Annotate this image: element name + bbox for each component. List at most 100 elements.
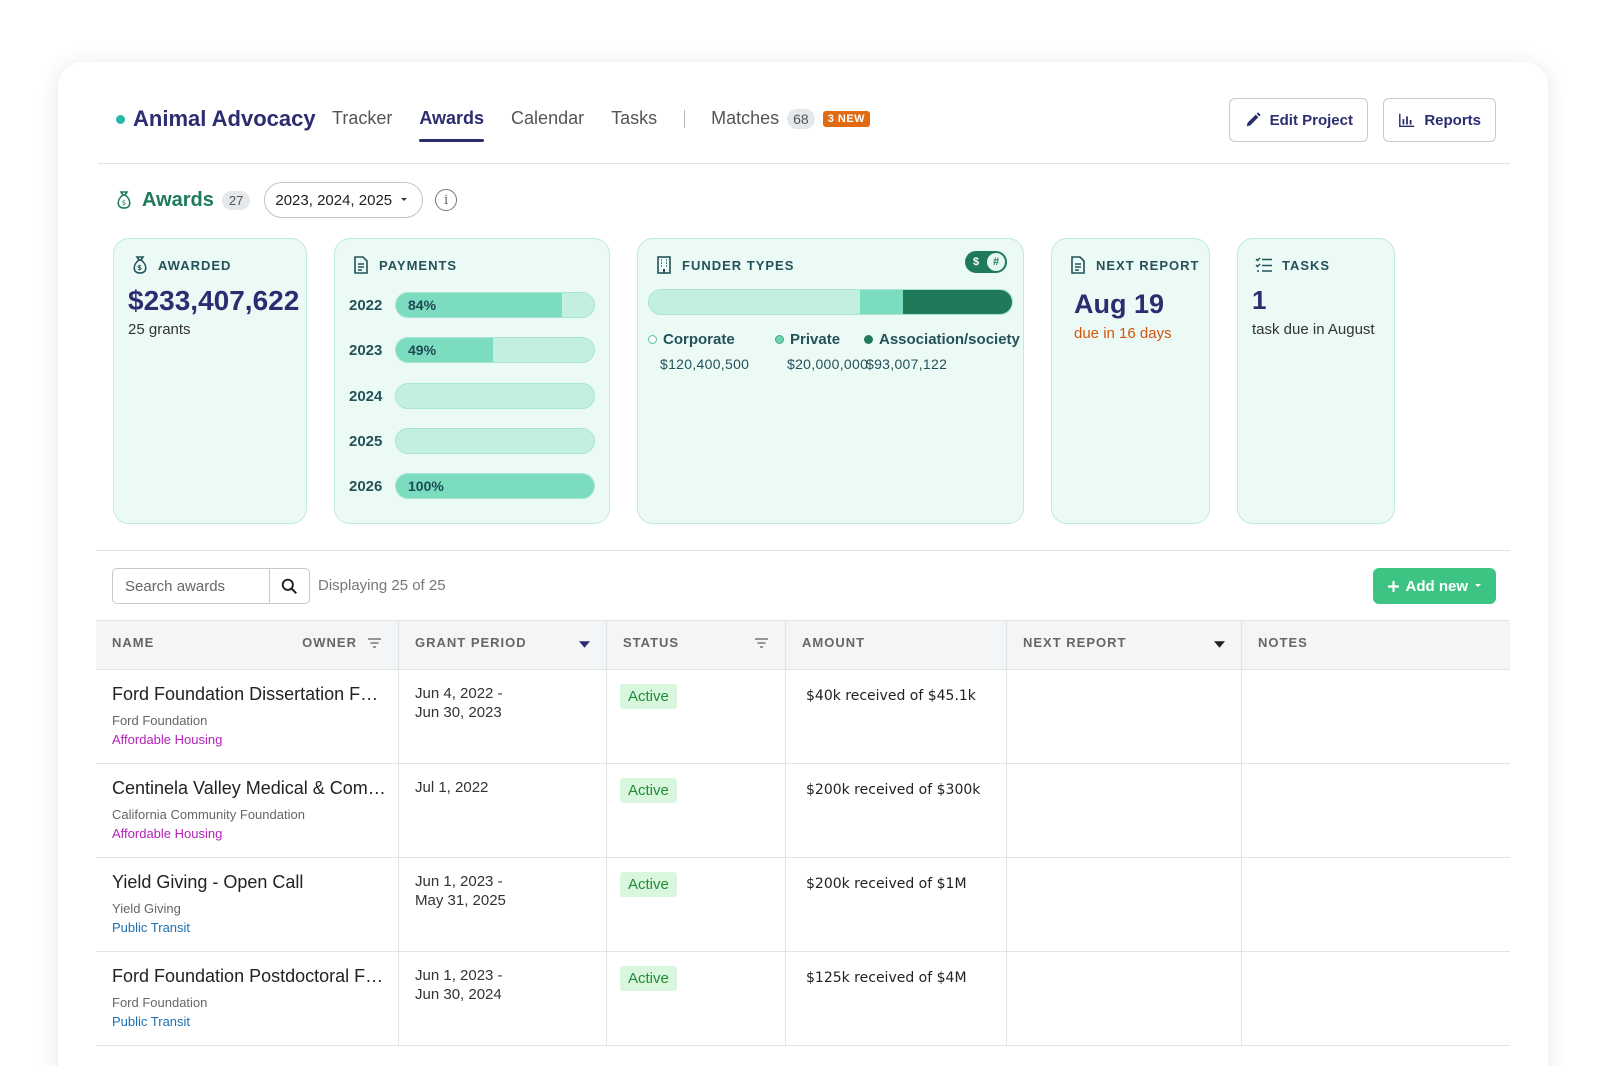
cell-grant-period: Jun 1, 2023 - Jun 30, 2024 — [399, 952, 607, 1045]
search-box — [112, 568, 310, 604]
payment-progress-fill — [396, 338, 494, 362]
toggle-amount-option[interactable]: $ — [967, 253, 985, 271]
add-new-button[interactable]: Add new — [1372, 568, 1496, 604]
cell-notes[interactable] — [1242, 670, 1510, 763]
tab-tracker[interactable]: Tracker — [332, 108, 393, 128]
legend-label: Association/society — [879, 331, 1020, 348]
legend-value: $120,400,500 — [660, 356, 750, 372]
payment-percent: 49% — [408, 342, 437, 358]
svg-text:$: $ — [137, 264, 143, 272]
toggle-count-option[interactable]: # — [987, 253, 1005, 271]
tasks-due-text: task due in August — [1252, 321, 1375, 338]
status-badge[interactable]: Active — [620, 872, 677, 897]
funder-segment-private — [859, 290, 904, 314]
search-button[interactable] — [269, 569, 309, 603]
payment-year: 2024 — [349, 387, 383, 405]
status-badge[interactable]: Active — [620, 778, 677, 803]
awards-heading: $ Awards 27 2023, 2024, 2025 i — [114, 182, 458, 218]
awards-count-badge: 27 — [221, 190, 251, 210]
legend-association: Association/society $93,007,122 — [864, 331, 1020, 372]
info-icon[interactable]: i — [435, 189, 458, 211]
period-start: Jun 1, 2023 - — [415, 967, 503, 984]
awarded-card[interactable]: $ AWARDED $233,407,622 25 grants — [113, 238, 307, 524]
legend-value: $20,000,000 — [787, 356, 869, 372]
funder-view-toggle[interactable]: $ # — [965, 251, 1007, 273]
status-filter[interactable] — [754, 637, 769, 649]
table-row[interactable]: Yield Giving - Open Call Yield Giving Pu… — [96, 858, 1510, 952]
tab-tasks[interactable]: Tasks — [611, 108, 658, 128]
project-title[interactable]: Animal Advocacy — [133, 106, 316, 131]
cell-status: Active — [607, 858, 786, 951]
legend-dot — [648, 335, 657, 344]
tasks-card[interactable]: TASKS 1 task due in August — [1237, 238, 1395, 524]
award-tag[interactable]: Public Transit — [112, 1014, 191, 1029]
table-row[interactable]: Centinela Valley Medical & Com… Californ… — [96, 764, 1510, 858]
tab-calendar[interactable]: Calendar — [511, 108, 585, 128]
cell-grant-period: Jun 4, 2022 - Jun 30, 2023 — [399, 670, 607, 763]
report-card-title: NEXT REPORT — [1068, 255, 1199, 275]
tab-awards[interactable]: Awards — [419, 108, 484, 142]
tab-matches[interactable]: Matches 68 3 NEW — [711, 108, 871, 139]
sort-toggle[interactable] — [1214, 641, 1225, 648]
money-bag-icon: $ — [117, 191, 131, 209]
cell-next-report[interactable] — [1007, 764, 1242, 857]
column-header-grant-period[interactable]: GRANT PERIOD — [399, 621, 607, 669]
payment-row-2023: 2023 49% — [349, 336, 595, 364]
cell-next-report[interactable] — [1007, 670, 1242, 763]
award-funder: Yield Giving — [112, 901, 181, 916]
status-badge[interactable]: Active — [620, 966, 677, 991]
cell-next-report[interactable] — [1007, 952, 1242, 1045]
cell-name: Ford Foundation Dissertation Fe… Ford Fo… — [96, 670, 399, 763]
award-name-link[interactable]: Ford Foundation Dissertation Fe… — [112, 684, 386, 704]
amount-text: $125k received of $4M — [806, 970, 967, 986]
legend-label: Corporate — [663, 331, 735, 348]
payments-card[interactable]: PAYMENTS 2022 84% 2023 49% 2024 2025 — [334, 238, 610, 524]
award-tag[interactable]: Public Transit — [112, 920, 191, 935]
funder-types-card[interactable]: FUNDER TYPES $ # Corporate $120,400,500 … — [637, 238, 1024, 524]
legend-private: Private $20,000,000 — [775, 331, 868, 372]
table-row[interactable]: Ford Foundation Postdoctoral F… Ford Fou… — [96, 952, 1510, 1046]
year-filter-dropdown[interactable]: 2023, 2024, 2025 — [264, 182, 424, 218]
cell-notes[interactable] — [1242, 952, 1510, 1045]
payment-percent: 100% — [408, 478, 444, 494]
section-divider — [96, 550, 1510, 551]
edit-project-button[interactable]: Edit Project — [1228, 98, 1368, 142]
payment-progress-fill — [396, 293, 563, 317]
search-input[interactable] — [113, 569, 269, 603]
awards-table: NAME OWNER GRANT PERIOD STATUS AMOUNT — [96, 620, 1510, 1046]
award-tag[interactable]: Affordable Housing — [112, 732, 223, 747]
cell-notes[interactable] — [1242, 858, 1510, 951]
cell-notes[interactable] — [1242, 764, 1510, 857]
payment-progress-fill — [396, 474, 594, 498]
funder-card-title: FUNDER TYPES — [654, 255, 794, 275]
cell-next-report[interactable] — [1007, 858, 1242, 951]
cell-status: Active — [607, 764, 786, 857]
column-owner-label: OWNER — [302, 635, 357, 650]
legend-label: Private — [790, 331, 841, 348]
awards-title: Awards — [142, 188, 214, 211]
award-tag[interactable]: Affordable Housing — [112, 826, 223, 841]
column-header-status[interactable]: STATUS — [607, 621, 786, 669]
award-name-link[interactable]: Centinela Valley Medical & Com… — [112, 778, 386, 798]
payment-progress-bar: 49% — [395, 337, 595, 363]
amount-text: $40k received of $45.1k — [806, 688, 976, 704]
column-header-name[interactable]: NAME OWNER — [96, 621, 399, 669]
legend-dot — [775, 335, 784, 344]
owner-filter[interactable]: OWNER — [302, 635, 382, 650]
cell-amount: $200k received of $300k — [786, 764, 1007, 857]
column-header-next-report[interactable]: NEXT REPORT — [1007, 621, 1242, 669]
next-report-card[interactable]: NEXT REPORT Aug 19 due in 16 days — [1051, 238, 1210, 524]
bar-chart-icon — [1399, 113, 1415, 128]
document-icon — [354, 256, 368, 274]
award-name-link[interactable]: Ford Foundation Postdoctoral F… — [112, 966, 384, 986]
funder-stacked-bar — [648, 289, 1013, 315]
reports-button[interactable]: Reports — [1383, 98, 1496, 142]
awarded-title-text: AWARDED — [158, 257, 232, 273]
sort-toggle[interactable] — [579, 641, 590, 648]
column-header-amount[interactable]: AMOUNT — [786, 621, 1007, 669]
column-header-notes[interactable]: NOTES — [1242, 621, 1510, 669]
table-row[interactable]: Ford Foundation Dissertation Fe… Ford Fo… — [96, 670, 1510, 764]
award-name-link[interactable]: Yield Giving - Open Call — [112, 872, 304, 892]
payment-percent: 84% — [408, 297, 437, 313]
status-badge[interactable]: Active — [620, 684, 677, 709]
